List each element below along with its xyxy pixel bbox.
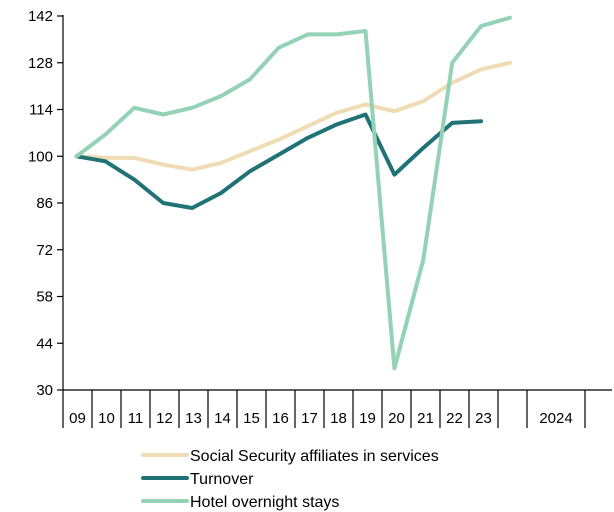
- y-tick-label: 44: [36, 335, 53, 352]
- x-tick-label: 22: [446, 410, 463, 427]
- x-tick-label: 19: [359, 410, 376, 427]
- x-tick-label: 18: [330, 410, 347, 427]
- legend: Social Security affiliates in services Tu…: [141, 448, 439, 511]
- x-tick-label: 12: [156, 410, 173, 427]
- legend-label: Hotel overnight stays: [190, 494, 339, 511]
- x-tick-label: 14: [214, 410, 231, 427]
- series-lines: [74, 15, 512, 371]
- y-tick-label: 100: [28, 148, 53, 165]
- x-tick-label: 11: [128, 410, 144, 427]
- x-tick-label: 17: [301, 410, 318, 427]
- x-tick-label: 15: [243, 410, 260, 427]
- x-tick-label: 20: [388, 410, 405, 427]
- legend-label: Turnover: [190, 471, 254, 488]
- x-tick-label: 23: [475, 410, 492, 427]
- legend-label: Social Security affiliates in services: [190, 448, 439, 465]
- y-tick-label: 58: [36, 289, 53, 306]
- series-line-3: [74, 15, 512, 371]
- x-tick-label: 09: [69, 410, 86, 427]
- y-tick-label: 114: [29, 102, 53, 119]
- y-axis: 30 44 58 72 86 100 114 128 142: [28, 8, 64, 399]
- series-line-1: [74, 60, 512, 172]
- x-axis: 09 10 11 12 13 14 15 16 17 18 19 20 21 22 23 2024: [62, 389, 612, 428]
- series-line-2: [74, 112, 484, 210]
- x-tick-label: 10: [98, 410, 115, 427]
- x-tick-label: 13: [185, 410, 202, 427]
- y-tick-label: 86: [36, 195, 53, 212]
- x-tick-label: 16: [272, 410, 289, 427]
- y-tick-label: 72: [36, 242, 53, 259]
- y-tick-label: 30: [36, 382, 53, 399]
- x-tick-label: 2024: [539, 410, 572, 427]
- y-tick-label: 128: [28, 55, 53, 72]
- x-tick-label: 21: [417, 410, 434, 427]
- y-tick-label: 142: [28, 8, 53, 25]
